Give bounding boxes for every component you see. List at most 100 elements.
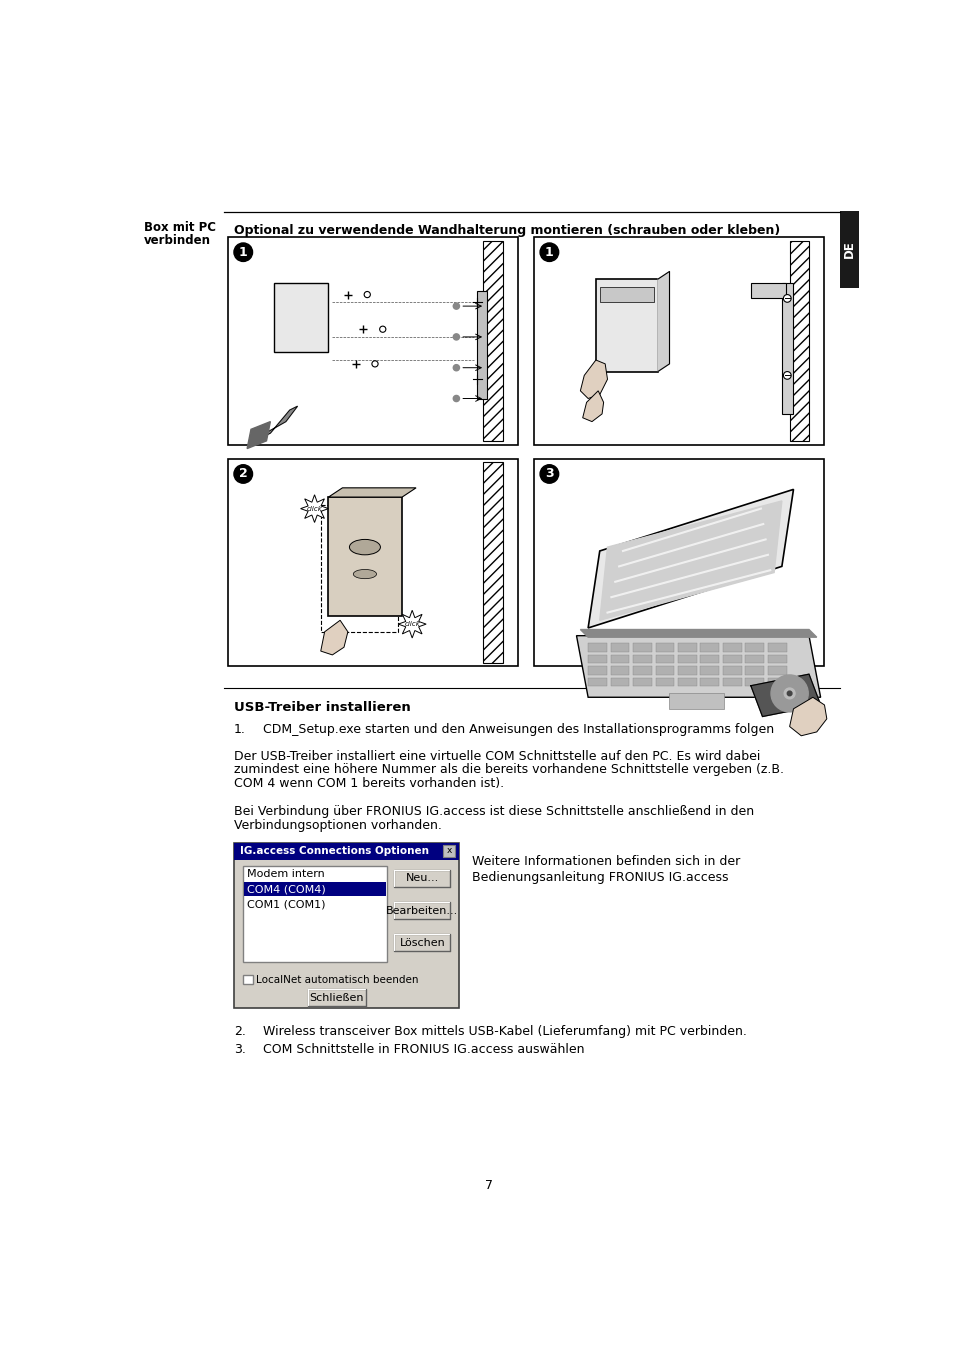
Text: Wireless transceiver Box mittels USB-Kabel (Lieferumfang) mit PC verbinden.: Wireless transceiver Box mittels USB-Kab… <box>262 1024 745 1038</box>
Polygon shape <box>320 620 348 655</box>
Text: COM 4 wenn COM 1 bereits vorhanden ist).: COM 4 wenn COM 1 bereits vorhanden ist). <box>233 777 503 790</box>
Bar <box>669 693 723 709</box>
Bar <box>274 282 328 353</box>
Bar <box>767 655 785 663</box>
Text: 2: 2 <box>238 467 248 481</box>
Bar <box>767 678 785 686</box>
Bar <box>587 643 606 651</box>
Bar <box>233 843 458 1008</box>
Circle shape <box>782 372 790 380</box>
Text: 3.: 3. <box>233 1043 246 1056</box>
Bar <box>789 240 808 440</box>
Polygon shape <box>587 489 793 628</box>
Text: 7: 7 <box>484 1178 493 1192</box>
Bar <box>476 290 486 399</box>
Bar <box>750 282 785 299</box>
Polygon shape <box>247 422 270 449</box>
Bar <box>700 643 719 651</box>
Text: Bedienungsanleitung FRONIUS IG.access: Bedienungsanleitung FRONIUS IG.access <box>472 870 727 884</box>
Text: 1: 1 <box>544 246 553 258</box>
Bar <box>767 666 785 676</box>
Text: 2.: 2. <box>233 1024 246 1038</box>
Polygon shape <box>397 611 426 638</box>
Bar <box>744 643 763 651</box>
Bar <box>443 846 455 857</box>
Bar <box>610 655 629 663</box>
Polygon shape <box>579 630 816 638</box>
Text: click: click <box>306 505 322 512</box>
Circle shape <box>453 334 459 340</box>
Circle shape <box>453 396 459 401</box>
Text: Box mit PC: Box mit PC <box>144 222 215 235</box>
Bar <box>307 989 365 1006</box>
Polygon shape <box>579 359 607 399</box>
Bar <box>781 282 793 413</box>
Text: Neu...: Neu... <box>405 873 438 884</box>
Circle shape <box>453 365 459 370</box>
Bar <box>655 643 674 651</box>
Polygon shape <box>658 272 669 372</box>
Bar <box>587 666 606 676</box>
Text: COM Schnittstelle in FRONIUS IG.access auswählen: COM Schnittstelle in FRONIUS IG.access a… <box>262 1043 583 1056</box>
Circle shape <box>782 295 790 303</box>
Ellipse shape <box>353 570 376 578</box>
Bar <box>243 866 386 962</box>
Circle shape <box>786 692 791 696</box>
Text: Modem intern: Modem intern <box>247 869 325 878</box>
Bar <box>587 655 606 663</box>
Text: USB-Treiber installieren: USB-Treiber installieren <box>233 701 411 715</box>
Text: CDM_Setup.exe starten und den Anweisungen des Installationsprogramms folgen: CDM_Setup.exe starten und den Anweisunge… <box>262 723 773 736</box>
Bar <box>394 935 450 951</box>
Bar <box>700 666 719 676</box>
Bar <box>394 870 450 886</box>
Circle shape <box>453 303 459 309</box>
Bar <box>722 666 740 676</box>
Polygon shape <box>254 407 297 440</box>
Polygon shape <box>576 636 820 697</box>
Bar <box>394 902 450 919</box>
Bar <box>320 505 397 632</box>
Text: IG.access Connections Optionen: IG.access Connections Optionen <box>240 846 429 857</box>
Bar <box>633 643 651 651</box>
Text: Verbindungsoptionen vorhanden.: Verbindungsoptionen vorhanden. <box>233 819 441 832</box>
Bar <box>655 666 674 676</box>
Text: LocalNet automatisch beenden: LocalNet automatisch beenden <box>256 975 418 985</box>
Bar <box>655 655 674 663</box>
Text: 1: 1 <box>238 246 248 258</box>
Text: Optional zu verwendende Wandhalterung montieren (schrauben oder kleben): Optional zu verwendende Wandhalterung mo… <box>233 224 780 236</box>
Text: zumindest eine höhere Nummer als die bereits vorhandene Schnittstelle vergeben (: zumindest eine höhere Nummer als die ber… <box>233 763 783 777</box>
Bar <box>678 678 696 686</box>
Text: 1.: 1. <box>233 723 246 736</box>
Bar <box>840 211 858 288</box>
Bar <box>534 458 823 666</box>
Circle shape <box>539 465 558 484</box>
Circle shape <box>783 688 794 698</box>
Text: Schließen: Schließen <box>309 993 363 1002</box>
Text: Bei Verbindung über FRONIUS IG.access ist diese Schnittstelle anschließend in de: Bei Verbindung über FRONIUS IG.access is… <box>233 805 753 819</box>
Circle shape <box>233 465 253 484</box>
Bar <box>678 655 696 663</box>
Text: Der USB-Treiber installiert eine virtuelle COM Schnittstelle auf den PC. Es wird: Der USB-Treiber installiert eine virtuel… <box>233 750 760 762</box>
Circle shape <box>233 243 253 262</box>
Bar <box>744 655 763 663</box>
Bar <box>633 655 651 663</box>
Text: click: click <box>404 621 419 627</box>
Bar <box>722 678 740 686</box>
Bar <box>328 497 402 616</box>
Bar <box>700 655 719 663</box>
Bar <box>610 643 629 651</box>
Bar <box>610 678 629 686</box>
Bar <box>483 240 502 440</box>
Bar <box>633 666 651 676</box>
Bar <box>233 843 458 859</box>
Text: Löschen: Löschen <box>399 938 445 948</box>
Bar <box>244 882 385 896</box>
Polygon shape <box>599 501 781 620</box>
Polygon shape <box>300 494 328 523</box>
Text: verbinden: verbinden <box>144 234 211 247</box>
Bar <box>599 286 654 303</box>
Polygon shape <box>750 674 820 716</box>
Polygon shape <box>328 488 416 497</box>
Bar <box>243 975 253 985</box>
Bar <box>678 643 696 651</box>
